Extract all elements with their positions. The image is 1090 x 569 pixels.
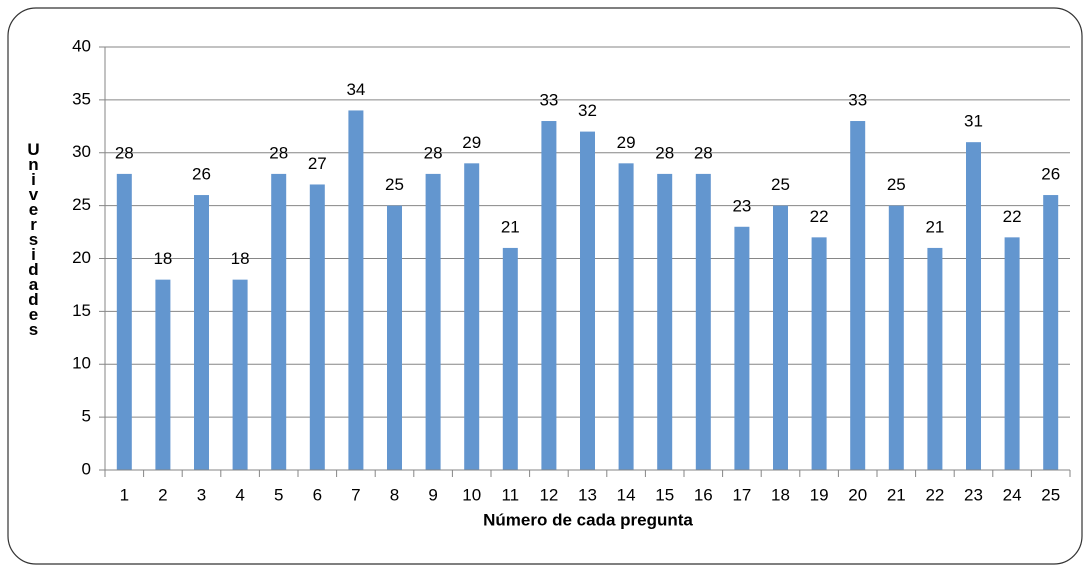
y-tick-label: 0 [82,459,91,478]
bar [271,173,287,470]
data-label: 32 [578,101,597,120]
x-tick-label: 7 [351,485,360,504]
data-label: 22 [810,207,829,226]
x-tick-label: 15 [655,485,674,504]
data-label: 25 [385,175,404,194]
x-tick-label: 1 [120,485,129,504]
y-tick-label: 40 [72,36,91,55]
x-tick-label: 10 [462,485,481,504]
data-label: 22 [1003,207,1022,226]
x-tick-label: 17 [732,485,751,504]
y-axis-label: Universidades [24,140,43,335]
x-tick-label: 9 [428,485,437,504]
y-tick-label: 35 [72,89,91,108]
y-tick-label: 5 [82,407,91,426]
bar [464,163,480,470]
bar [850,121,866,471]
bar [387,205,402,470]
data-label: 27 [308,154,327,173]
data-label: 18 [231,249,250,268]
x-tick-label: 13 [578,485,597,504]
data-label: 33 [848,91,867,110]
x-tick-label: 25 [1041,485,1060,504]
bar [657,173,673,470]
data-label: 28 [115,143,134,162]
y-tick-label: 15 [72,301,91,320]
bar [734,226,750,470]
bar [695,173,711,470]
data-label: 29 [462,133,481,152]
x-tick-label: 11 [501,485,519,504]
bar [309,184,325,470]
data-label: 23 [732,196,751,215]
x-tick-label: 5 [274,485,283,504]
x-tick-label: 23 [964,485,983,504]
data-label: 26 [1041,165,1060,184]
bar [194,195,209,471]
data-label: 25 [771,175,790,194]
bar [811,237,827,470]
bar [1043,195,1059,471]
data-label: 28 [424,143,443,162]
data-label: 31 [964,112,983,131]
x-tick-label: 12 [539,485,558,504]
bar [348,110,364,470]
bar [502,247,518,470]
x-tick-label: 19 [810,485,829,504]
x-tick-label: 16 [694,485,713,504]
x-tick-label: 8 [390,485,399,504]
x-tick-label: 20 [848,485,867,504]
x-tick-label: 2 [158,485,167,504]
x-tick-label: 6 [313,485,322,504]
x-axis-label: Número de cada pregunta [483,510,693,529]
data-label: 18 [153,249,172,268]
data-label: 28 [655,143,674,162]
bar [232,279,248,470]
x-tick-label: 24 [1003,485,1022,504]
data-label: 25 [887,175,906,194]
data-label: 28 [694,143,713,162]
bar [116,173,132,470]
bar [966,142,981,471]
bar [580,131,595,470]
bar [618,163,634,470]
bar [541,121,557,471]
bar [888,205,904,470]
bar [773,205,788,470]
data-label: 34 [346,80,365,99]
bar [927,247,943,470]
data-label: 26 [192,165,211,184]
bar [155,279,171,470]
data-label: 29 [617,133,636,152]
y-tick-label: 30 [72,142,91,161]
x-tick-label: 3 [197,485,206,504]
bar [1004,237,1020,470]
data-label: 21 [925,217,944,236]
x-tick-label: 21 [887,485,906,504]
x-tick-label: 22 [925,485,944,504]
x-tick-label: 18 [771,485,790,504]
y-tick-label: 20 [72,248,91,267]
y-tick-label: 10 [72,354,91,373]
data-label: 21 [501,217,520,236]
data-label: 28 [269,143,288,162]
bar [425,173,441,470]
data-label: 33 [539,91,558,110]
x-tick-label: 14 [617,485,636,504]
y-tick-label: 25 [72,195,91,214]
x-tick-label: 4 [235,485,244,504]
